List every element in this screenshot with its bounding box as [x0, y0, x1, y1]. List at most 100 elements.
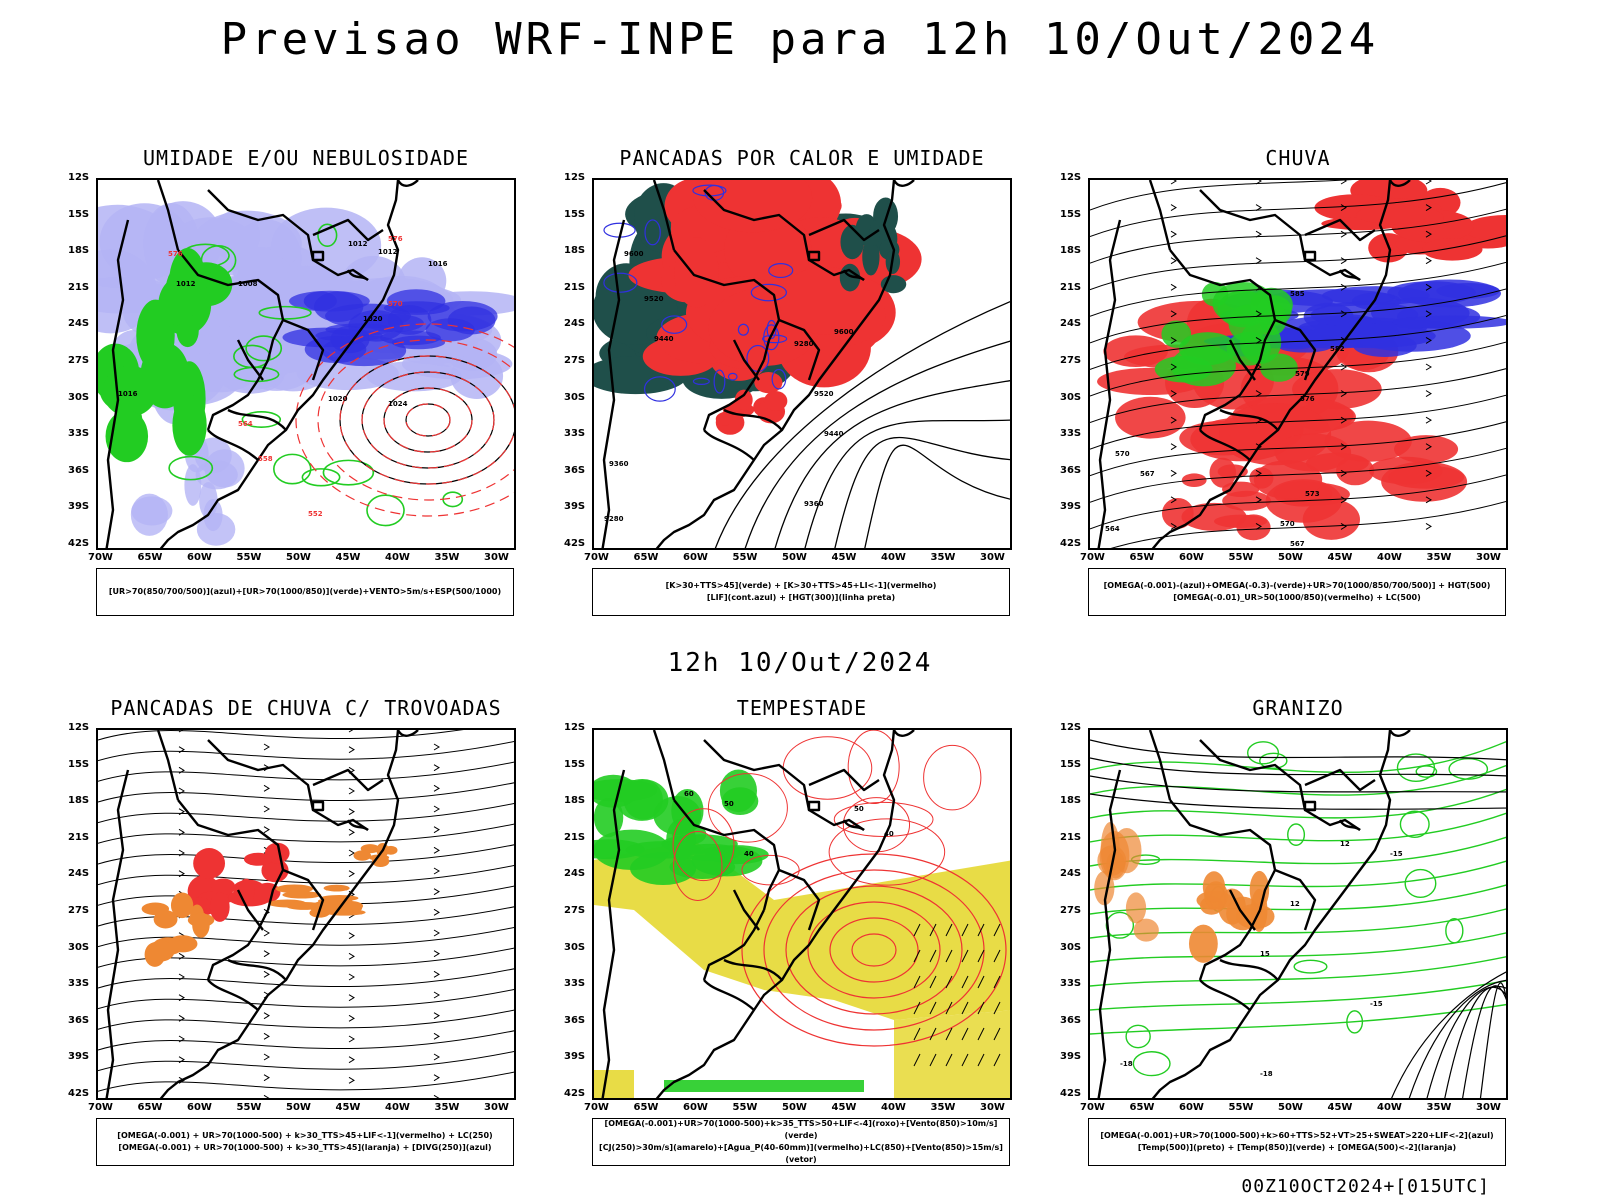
x-tick-label: 65W — [137, 1102, 163, 1113]
contour-label: 9360 — [609, 460, 629, 468]
panel-title-6: GRANIZO — [1252, 696, 1344, 720]
y-tick-label: 39S — [564, 1051, 586, 1063]
x-tick-label: 70W — [584, 1102, 609, 1113]
contour-label: 582 — [1330, 345, 1345, 353]
legend-line: [OMEGA(-0.001) + UR>70(1000-500) + k>30_… — [118, 1143, 492, 1152]
legend-box-4: [OMEGA(-0.001) + UR>70(1000-500) + k>30_… — [96, 1118, 514, 1166]
contour-label: 40 — [744, 850, 754, 858]
y-tick-label: 18S — [564, 245, 586, 257]
contour-label: 9280 — [794, 340, 814, 348]
y-tick-label: 15S — [68, 208, 90, 220]
x-tick-label: 60W — [683, 552, 708, 563]
x-tick-label: 30W — [1476, 552, 1501, 563]
legend-line: [OMEGA(-0.001)+UR>70(1000-500)+k>60+TTS>… — [1100, 1131, 1494, 1140]
y-tick-label: 24S — [564, 868, 586, 880]
x-tick-label: 30W — [980, 1102, 1005, 1113]
contour-label: 570 — [1280, 520, 1295, 528]
legend-line: [OMEGA(-0.001) + UR>70(1000-500) + k>30_… — [117, 1131, 493, 1140]
y-tick-label: 27S — [68, 355, 90, 366]
x-tick-label: 30W — [484, 552, 509, 563]
x-tick-label: 60W — [1179, 1102, 1204, 1113]
y-tick-label: 12S — [1060, 172, 1082, 183]
contour-label: 9520 — [814, 390, 834, 398]
y-tick-label: 24S — [1060, 318, 1082, 330]
contour-label: 576 — [388, 235, 403, 243]
x-tick-label: 65W — [633, 1102, 659, 1113]
contour-label: -18 — [1120, 1060, 1133, 1068]
y-tick-label: 42S — [68, 1088, 90, 1099]
map-panel-5: 60 50 40 50 40 — [592, 728, 1012, 1100]
x-tick-label: 45W — [831, 1102, 857, 1113]
x-tick-label: 40W — [385, 552, 410, 563]
x-tick-label: 65W — [633, 552, 659, 563]
contour-label: 564 — [1105, 525, 1120, 533]
y-tick-label: 12S — [564, 172, 586, 183]
contour-label: -18 — [1260, 1070, 1273, 1078]
contour-label: 585 — [1290, 290, 1305, 298]
contour-label: 50 — [724, 800, 734, 808]
y-tick-label: 36S — [564, 1014, 586, 1026]
contour-label: -15 — [1390, 850, 1403, 858]
y-tick-label: 36S — [1060, 1014, 1082, 1026]
contour-label: 1016 — [428, 260, 448, 268]
y-tick-label: 39S — [1060, 501, 1082, 513]
y-tick-label: 18S — [1060, 245, 1082, 257]
y-tick-label: 33S — [564, 428, 586, 440]
contour-label: 9440 — [654, 335, 674, 343]
y-tick-label: 15S — [1060, 208, 1082, 220]
y-tick-label: 30S — [1060, 391, 1082, 403]
legend-line: [UR>70(850/700/500)](azul)+[UR>70(1000/8… — [108, 587, 502, 596]
x-tick-label: 60W — [683, 1102, 708, 1113]
y-tick-label: 30S — [1060, 941, 1082, 953]
y-tick-label: 36S — [68, 1014, 90, 1026]
x-tick-label: 65W — [1129, 552, 1155, 563]
legend-box-5: [OMEGA(-0.001)+UR>70(1000-500)+k>35_TTS>… — [592, 1118, 1010, 1166]
y-tick-label: 36S — [68, 464, 90, 476]
contour-label: 12 — [1290, 900, 1300, 908]
y-tick-label: 39S — [1060, 1051, 1082, 1063]
y-tick-label: 21S — [68, 281, 90, 293]
x-tick-label: 40W — [1377, 1102, 1402, 1113]
x-tick-label: 60W — [187, 552, 212, 563]
x-tick-label: 45W — [335, 1102, 361, 1113]
contour-label: 1020 — [328, 395, 348, 403]
y-tick-label: 24S — [68, 318, 90, 330]
y-tick-label: 21S — [1060, 281, 1082, 293]
legend-box-6: [OMEGA(-0.001)+UR>70(1000-500)+k>60+TTS>… — [1088, 1118, 1506, 1166]
map-panel-4 — [96, 728, 516, 1100]
legend-line: [LIF](cont.azul) + [HGT(300)](linha pret… — [706, 593, 896, 602]
y-tick-label: 30S — [68, 941, 90, 953]
contour-label: 60 — [684, 790, 694, 798]
y-tick-label: 42S — [564, 538, 586, 549]
y-tick-label: 39S — [68, 501, 90, 513]
x-tick-label: 40W — [881, 552, 906, 563]
x-tick-label: 60W — [1179, 552, 1204, 563]
x-tick-label: 30W — [484, 1102, 509, 1113]
contour-label: 9600 — [624, 250, 644, 258]
x-tick-label: 70W — [88, 1102, 113, 1113]
x-tick-label: 55W — [236, 1102, 262, 1113]
y-tick-label: 12S — [68, 172, 90, 183]
contour-label: 570 — [388, 300, 403, 308]
x-tick-label: 55W — [1228, 552, 1254, 563]
x-tick-label: 30W — [1476, 1102, 1501, 1113]
y-tick-label: 27S — [1060, 905, 1082, 916]
contour-label: 567 — [1140, 470, 1155, 478]
legend-box-1: [UR>70(850/700/500)](azul)+[UR>70(1000/8… — [96, 568, 514, 616]
x-tick-label: 30W — [980, 552, 1005, 563]
x-tick-label: 35W — [930, 1102, 956, 1113]
contour-label: 576 — [168, 250, 183, 258]
contour-label: -15 — [1370, 1000, 1383, 1008]
map-canvas-2 — [594, 180, 1010, 548]
contour-label: 9360 — [804, 500, 824, 508]
legend-line: [OMEGA(-0.01)_UR>50(1000/850)(vermelho) … — [1173, 593, 1421, 602]
x-tick-label: 55W — [732, 552, 758, 563]
y-tick-label: 24S — [1060, 868, 1082, 880]
y-tick-label: 42S — [564, 1088, 586, 1099]
x-tick-label: 40W — [385, 1102, 410, 1113]
y-tick-label: 15S — [564, 758, 586, 770]
y-tick-label: 33S — [564, 978, 586, 990]
y-tick-label: 27S — [68, 905, 90, 916]
contour-label: 567 — [1290, 540, 1305, 548]
x-tick-label: 45W — [1327, 1102, 1353, 1113]
